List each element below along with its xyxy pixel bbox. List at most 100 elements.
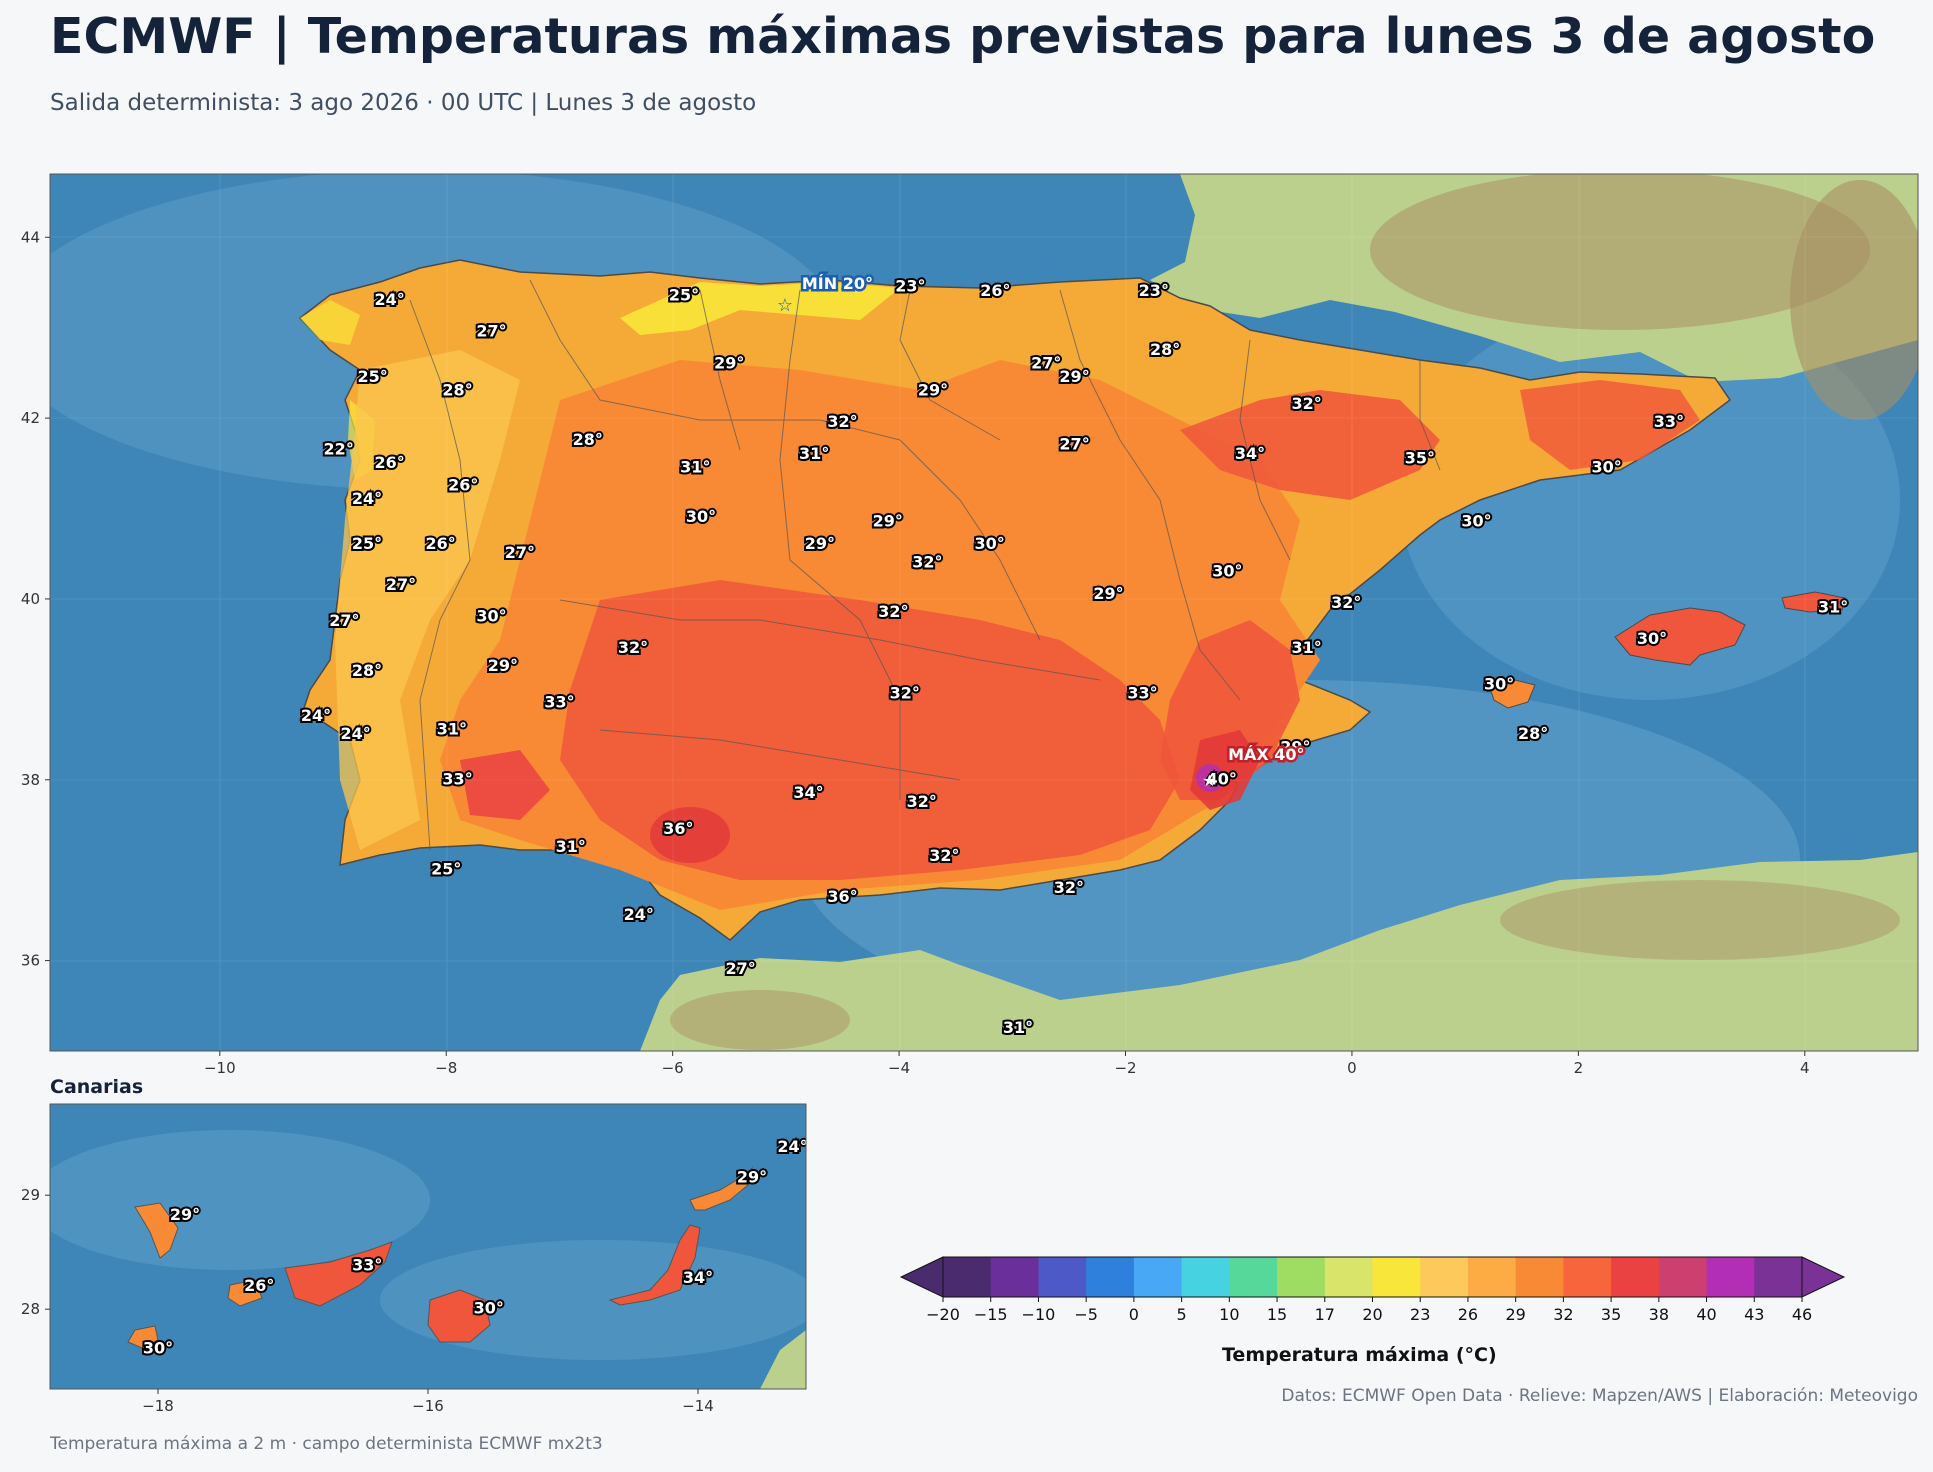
ibiza-land <box>1489 679 1536 709</box>
x-tick-label: −10 <box>204 1059 236 1077</box>
temp-label: 26° <box>375 453 405 472</box>
credits: Datos: ECMWF Open Data · Relieve: Mapzen… <box>1281 1386 1918 1406</box>
temp-label: 30° <box>1592 457 1622 476</box>
temp-label: 36° <box>663 819 693 838</box>
temp-label: 40° <box>1207 769 1237 788</box>
temp-label: 32° <box>929 846 959 865</box>
inset-temperature-labels: 29° 26° 33° 30° 34° 29° 24° 30° <box>141 1135 807 1360</box>
temp-label: 29° <box>1093 584 1123 603</box>
colorbar-tick-label: 40 <box>1696 1305 1716 1324</box>
temp-label: 32° <box>827 412 857 431</box>
extreme-markers: ★ MÁX 40° ☆ MÍN 20° <box>777 272 1307 790</box>
x-tick-label: 0 <box>1347 1059 1357 1077</box>
canarias-inset: 29° 26° 33° 30° 34° 29° 24° 30° <box>50 1104 807 1389</box>
temp-label: 28° <box>352 661 382 680</box>
colorbar-tick-label: 20 <box>1362 1305 1382 1324</box>
colorbar-segment <box>1658 1257 1708 1297</box>
temp-label: 29° <box>805 534 835 553</box>
x-tick-label: −2 <box>1114 1059 1136 1077</box>
temp-label: 30° <box>476 607 506 626</box>
y-tick-label: 38 <box>21 771 40 789</box>
x-tick-label: −14 <box>682 1397 714 1415</box>
colorbar-tick-label: −5 <box>1074 1305 1098 1324</box>
temp-label: 34° <box>1235 444 1265 463</box>
temp-label: 31° <box>1292 638 1322 657</box>
colorbar-tick-label: −20 <box>926 1305 960 1324</box>
main-x-axis: −10 −8 −6 −4 −2 0 2 4 <box>204 1051 1810 1077</box>
colorbar-segment <box>943 1257 992 1297</box>
colorbar-segment <box>1754 1257 1803 1297</box>
temp-label: 32° <box>912 552 942 571</box>
temp-label: 24° <box>624 905 654 924</box>
temp-label: 27° <box>725 959 755 978</box>
temp-label: 26° <box>448 475 478 494</box>
temp-label: 31° <box>799 444 829 463</box>
temp-label: 29° <box>170 1205 200 1224</box>
colorbar-tick-label: 35 <box>1601 1305 1621 1324</box>
main-map: 24° 25° 23° 26° 23° 27° 28° 29° 27° 29° 25° 28° 29° 3… <box>50 174 1918 1051</box>
temp-label: 26° <box>980 281 1010 300</box>
x-tick-label: 4 <box>1800 1059 1810 1077</box>
temp-label: 27° <box>505 543 535 562</box>
temp-label: 32° <box>1331 593 1361 612</box>
colorbar-segment <box>1467 1257 1517 1297</box>
x-tick-label: −16 <box>412 1397 444 1415</box>
temp-label: 29° <box>488 656 518 675</box>
max-star-icon: ★ <box>1202 771 1216 790</box>
colorbar-tick-label: 17 <box>1315 1305 1335 1324</box>
temp-label: 27° <box>1031 353 1061 372</box>
x-tick-label: −18 <box>142 1397 174 1415</box>
colorbar-segment <box>1706 1257 1755 1297</box>
temp-label: 30° <box>1461 512 1491 531</box>
temp-label: 25° <box>431 860 461 879</box>
y-tick-label: 36 <box>21 952 40 970</box>
temp-label: 24° <box>777 1137 807 1156</box>
temp-label: 23° <box>1139 281 1169 300</box>
colorbar-segment <box>1133 1257 1183 1297</box>
colorbar-segment <box>1038 1257 1087 1297</box>
menorca-land <box>1781 591 1846 613</box>
colorbar-tick-label: 26 <box>1458 1305 1478 1324</box>
main-y-axis: 36 38 40 42 44 <box>21 228 50 970</box>
colorbar-segment <box>1563 1257 1612 1297</box>
gridlines <box>50 174 1918 1051</box>
temp-label: 33° <box>544 692 574 711</box>
gran-canaria <box>427 1289 491 1343</box>
temp-label: 27° <box>476 322 506 341</box>
colorbar-segment <box>1611 1257 1660 1297</box>
colorbar-tick-label: 43 <box>1744 1305 1764 1324</box>
temp-label: 22° <box>324 439 354 458</box>
temp-label: 32° <box>907 792 937 811</box>
temp-label: 32° <box>890 683 920 702</box>
temp-label: 28° <box>442 380 472 399</box>
y-tick-label: 42 <box>21 409 40 427</box>
temp-label: 27° <box>386 575 416 594</box>
temp-label: 24° <box>341 724 371 743</box>
colorbar-label: Temperatura máxima (°C) <box>1222 1344 1497 1366</box>
temp-label: 33° <box>442 769 472 788</box>
y-tick-label: 28 <box>21 1300 40 1318</box>
colorbar-tick-label: 38 <box>1649 1305 1669 1324</box>
max-label: MÁX 40° <box>1228 745 1304 764</box>
temp-label: 35° <box>1405 448 1435 467</box>
mallorca-land <box>1614 607 1746 666</box>
colorbar-segment <box>1324 1257 1373 1297</box>
temp-label: 34° <box>683 1268 713 1287</box>
temp-label: 25° <box>669 286 699 305</box>
temp-label: 25° <box>358 367 388 386</box>
colorbar-segment <box>1229 1257 1278 1297</box>
temp-label: 23° <box>895 277 925 296</box>
colorbar-tick-label: 32 <box>1553 1305 1573 1324</box>
temperature-labels: 24° 25° 23° 26° 23° 27° 28° 29° 27° 29° 25° 28° 29° 3… <box>299 275 1850 1039</box>
temp-label: 30° <box>975 534 1005 553</box>
temp-label: 28° <box>573 430 603 449</box>
temp-label: 24° <box>375 290 405 309</box>
temp-label: 33° <box>1654 412 1684 431</box>
temp-label: 30° <box>1212 561 1242 580</box>
colorbar-segment <box>1086 1257 1135 1297</box>
temp-label: 30° <box>474 1299 504 1318</box>
temp-label: 32° <box>878 602 908 621</box>
la-gomera <box>227 1279 263 1307</box>
temp-label: 26° <box>425 534 455 553</box>
temp-label: 30° <box>1637 629 1667 648</box>
